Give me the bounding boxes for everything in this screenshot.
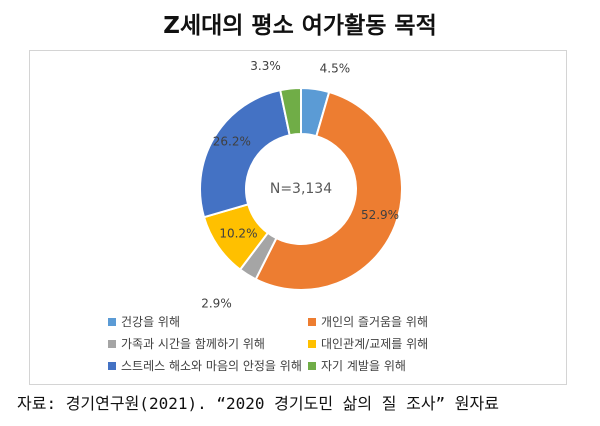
legend-label: 개인의 즐거움을 위해 bbox=[321, 315, 428, 329]
data-label: 10.2% bbox=[219, 227, 257, 241]
legend-swatch bbox=[108, 362, 116, 370]
legend-swatch bbox=[108, 318, 116, 326]
legend-item-family: 가족과 시간을 함께하기 위해 bbox=[108, 336, 265, 352]
data-label: 52.9% bbox=[361, 208, 399, 222]
legend-swatch bbox=[308, 362, 316, 370]
data-label: 3.3% bbox=[250, 59, 281, 73]
legend-item-stress-relief: 스트레스 해소와 마음의 안정을 위해 bbox=[108, 358, 302, 374]
data-label: 26.2% bbox=[213, 134, 251, 148]
legend-item-self-development: 자기 계발을 위해 bbox=[308, 358, 406, 374]
slice-enjoyment bbox=[254, 90, 403, 291]
slice-self-development bbox=[279, 86, 302, 137]
source-note: 자료: 경기연구원(2021). “2020 경기도민 삶의 질 조사” 원자료 bbox=[17, 394, 499, 413]
data-label: 2.9% bbox=[201, 297, 232, 311]
legend-swatch bbox=[108, 340, 116, 348]
legend-item-enjoyment: 개인의 즐거움을 위해 bbox=[308, 314, 428, 330]
legend-item-relationships: 대인관계/교제를 위해 bbox=[308, 336, 428, 352]
legend-label: 가족과 시간을 함께하기 위해 bbox=[121, 337, 265, 351]
legend-item-health: 건강을 위해 bbox=[108, 314, 180, 330]
legend-label: 건강을 위해 bbox=[121, 315, 181, 329]
center-label: N=3,134 bbox=[270, 181, 332, 197]
legend-label: 대인관계/교제를 위해 bbox=[321, 337, 429, 351]
legend-label: 자기 계발을 위해 bbox=[321, 359, 406, 373]
legend-swatch bbox=[308, 318, 316, 326]
legend-swatch bbox=[308, 340, 316, 348]
data-label: 4.5% bbox=[320, 62, 351, 76]
legend-label: 스트레스 해소와 마음의 안정을 위해 bbox=[121, 359, 302, 373]
slice-stress-relief bbox=[199, 88, 291, 219]
chart-title: Z세대의 평소 여가활동 목적 bbox=[163, 13, 437, 39]
